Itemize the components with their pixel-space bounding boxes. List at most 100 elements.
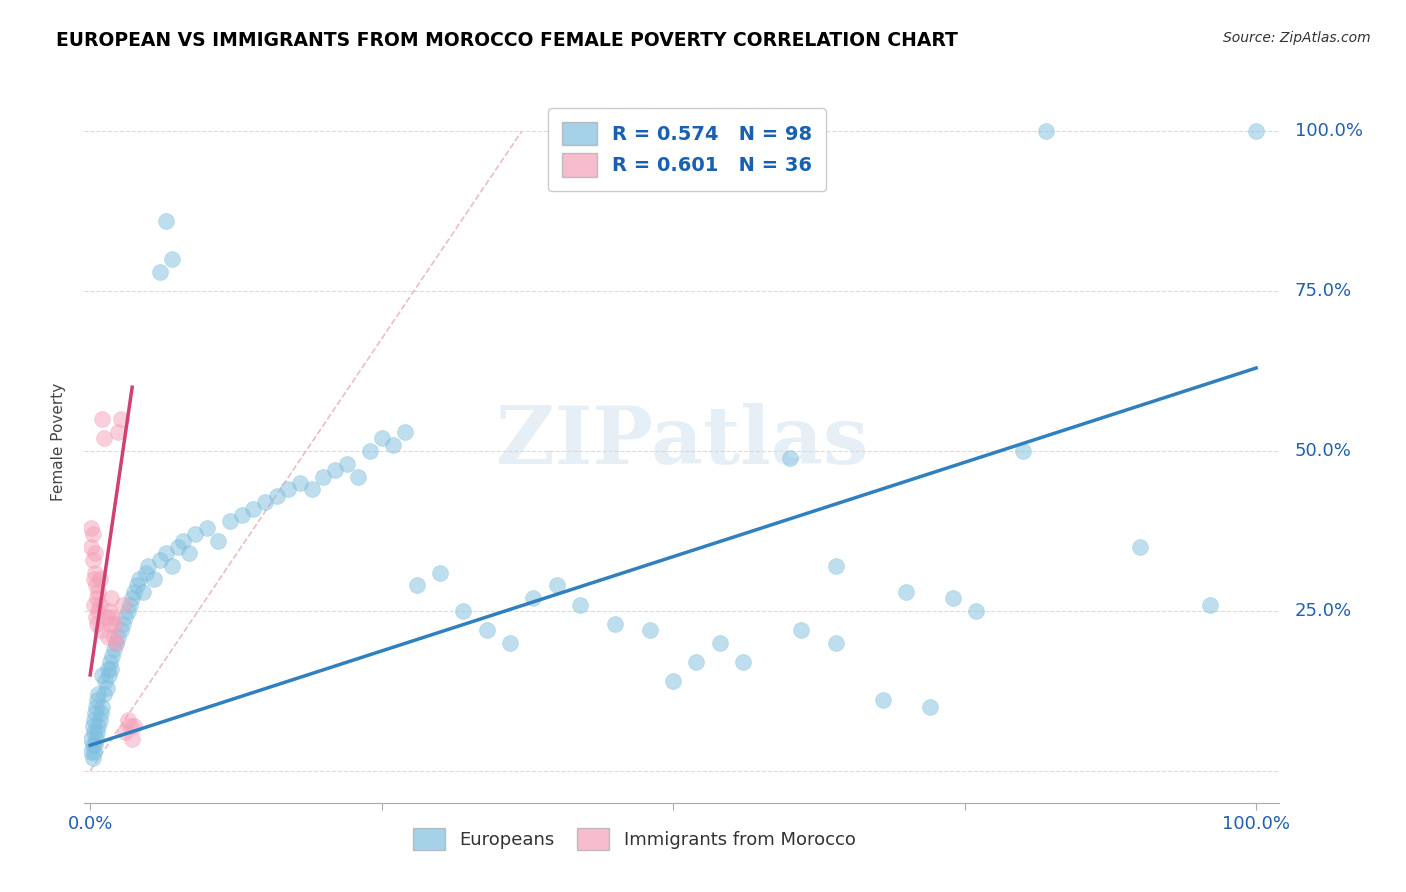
Point bbox=[1128, 540, 1150, 554]
Point bbox=[370, 431, 392, 445]
Point bbox=[82, 738, 104, 752]
Point bbox=[124, 719, 146, 733]
Point bbox=[98, 655, 121, 669]
Point bbox=[568, 598, 591, 612]
Point bbox=[118, 719, 141, 733]
Point bbox=[117, 713, 139, 727]
Point bbox=[101, 610, 124, 624]
Point bbox=[86, 591, 108, 606]
Point bbox=[80, 745, 103, 759]
Point bbox=[405, 578, 427, 592]
Point bbox=[97, 604, 120, 618]
Point bbox=[84, 699, 107, 714]
Point bbox=[114, 725, 136, 739]
Point bbox=[80, 521, 103, 535]
Point bbox=[111, 598, 134, 612]
Point bbox=[323, 463, 346, 477]
Point bbox=[1012, 444, 1035, 458]
Point bbox=[266, 489, 288, 503]
Point bbox=[288, 476, 311, 491]
Point bbox=[394, 425, 416, 439]
Point bbox=[195, 521, 218, 535]
Point bbox=[131, 584, 153, 599]
Text: EUROPEAN VS IMMIGRANTS FROM MOROCCO FEMALE POVERTY CORRELATION CHART: EUROPEAN VS IMMIGRANTS FROM MOROCCO FEMA… bbox=[56, 31, 957, 50]
Point bbox=[90, 706, 112, 721]
Point bbox=[83, 572, 105, 586]
Point bbox=[82, 751, 104, 765]
Point bbox=[87, 687, 110, 701]
Point bbox=[685, 655, 707, 669]
Point bbox=[86, 693, 108, 707]
Point bbox=[103, 642, 125, 657]
Text: 75.0%: 75.0% bbox=[1295, 282, 1353, 301]
Point bbox=[499, 636, 522, 650]
Point bbox=[86, 725, 108, 739]
Point bbox=[93, 687, 115, 701]
Point bbox=[89, 713, 111, 727]
Text: ZIPatlas: ZIPatlas bbox=[496, 402, 868, 481]
Point bbox=[231, 508, 253, 522]
Point bbox=[277, 483, 299, 497]
Point bbox=[733, 655, 755, 669]
Point bbox=[107, 630, 129, 644]
Point bbox=[93, 431, 115, 445]
Point bbox=[160, 559, 183, 574]
Point bbox=[82, 719, 104, 733]
Point bbox=[84, 578, 107, 592]
Point bbox=[90, 623, 112, 637]
Point bbox=[98, 616, 121, 631]
Point bbox=[825, 559, 848, 574]
Point bbox=[84, 610, 107, 624]
Point bbox=[100, 591, 122, 606]
Point bbox=[118, 598, 141, 612]
Point bbox=[779, 450, 801, 465]
Point bbox=[110, 412, 132, 426]
Point bbox=[301, 483, 323, 497]
Point bbox=[638, 623, 661, 637]
Text: 25.0%: 25.0% bbox=[1295, 602, 1353, 620]
Point bbox=[429, 566, 451, 580]
Point bbox=[121, 591, 143, 606]
Point bbox=[83, 566, 105, 580]
Point bbox=[872, 693, 894, 707]
Point bbox=[965, 604, 987, 618]
Point bbox=[104, 636, 127, 650]
Point bbox=[94, 674, 117, 689]
Point bbox=[825, 636, 848, 650]
Point bbox=[184, 527, 207, 541]
Point bbox=[336, 457, 359, 471]
Point bbox=[312, 469, 335, 483]
Text: 50.0%: 50.0% bbox=[1295, 442, 1353, 460]
Text: Source: ZipAtlas.com: Source: ZipAtlas.com bbox=[1223, 31, 1371, 45]
Point bbox=[790, 623, 813, 637]
Point bbox=[87, 604, 110, 618]
Point bbox=[83, 725, 105, 739]
Point bbox=[160, 252, 183, 267]
Point bbox=[80, 540, 103, 554]
Point bbox=[942, 591, 965, 606]
Point bbox=[89, 598, 111, 612]
Point bbox=[90, 412, 112, 426]
Point bbox=[179, 546, 201, 560]
Point bbox=[104, 616, 127, 631]
Point bbox=[111, 616, 134, 631]
Point bbox=[172, 533, 194, 548]
Point bbox=[125, 578, 148, 592]
Point bbox=[155, 214, 177, 228]
Point bbox=[114, 610, 136, 624]
Point bbox=[100, 661, 122, 675]
Point bbox=[83, 598, 105, 612]
Legend: Europeans, Immigrants from Morocco: Europeans, Immigrants from Morocco bbox=[404, 819, 865, 859]
Point bbox=[166, 540, 188, 554]
Point bbox=[896, 584, 918, 599]
Point bbox=[86, 616, 108, 631]
Point bbox=[662, 674, 685, 689]
Point bbox=[382, 438, 405, 452]
Point bbox=[87, 584, 110, 599]
Point bbox=[124, 584, 146, 599]
Point bbox=[121, 731, 143, 746]
Point bbox=[104, 636, 127, 650]
Point bbox=[522, 591, 544, 606]
Point bbox=[135, 566, 157, 580]
Point bbox=[254, 495, 277, 509]
